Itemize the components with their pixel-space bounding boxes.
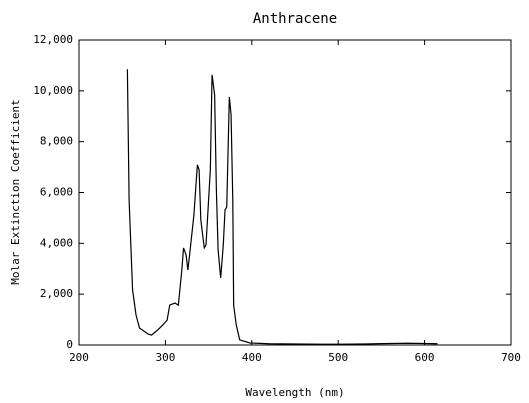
x-axis-label: Wavelength (nm): [245, 386, 344, 399]
x-tick-label: 600: [415, 351, 435, 364]
x-tick-label: 300: [155, 351, 175, 364]
y-tick-label: 2,000: [40, 287, 73, 300]
y-tick-label: 0: [66, 338, 73, 351]
y-axis-label: Molar Extinction Coefficient: [9, 99, 22, 284]
y-tick-label: 8,000: [40, 135, 73, 148]
chart-title: Anthracene: [253, 11, 337, 27]
x-tick-label: 400: [242, 351, 262, 364]
spectrum-line: [126, 69, 438, 345]
x-tick-label: 500: [328, 351, 348, 364]
y-tick-label: 6,000: [40, 186, 73, 199]
plot-frame: [78, 39, 512, 346]
y-tick-label: 4,000: [40, 236, 73, 249]
x-tick-label: 700: [501, 351, 521, 364]
y-tick-label: 10,000: [33, 84, 73, 97]
y-tick-label: 12,000: [33, 33, 73, 46]
x-tick-label: 200: [69, 351, 89, 364]
